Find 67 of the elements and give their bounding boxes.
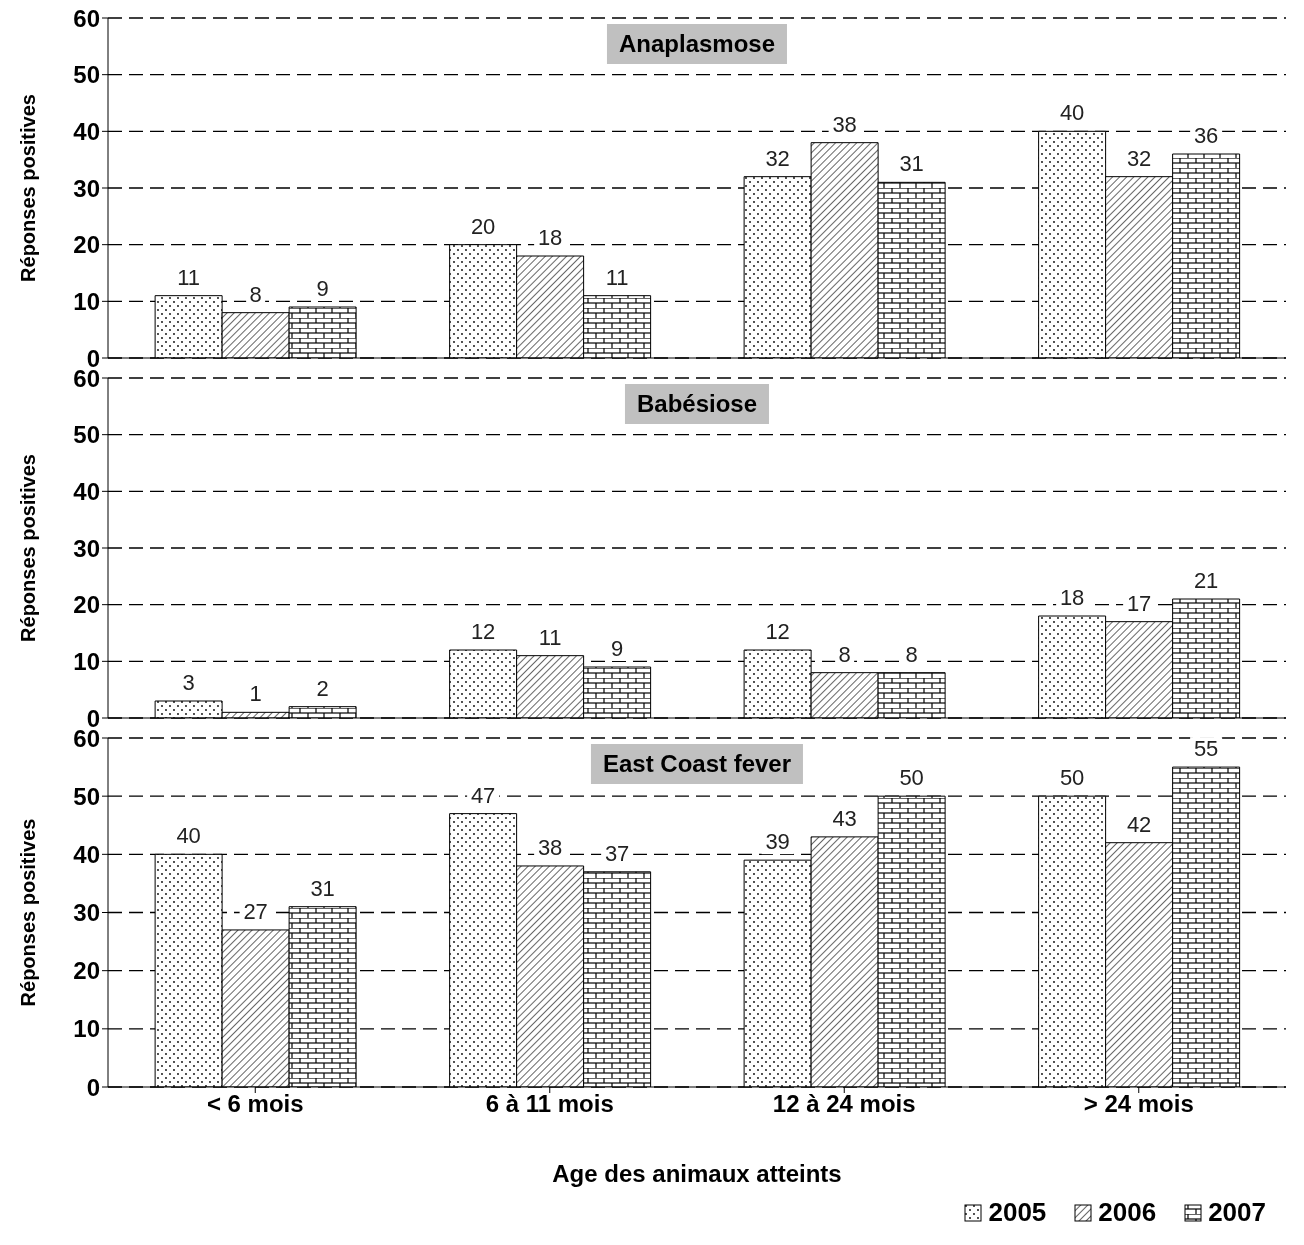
y-tick-label: 40 (73, 477, 100, 505)
data-label: 43 (832, 805, 857, 831)
data-label: 32 (1126, 145, 1152, 171)
y-tick-label: 20 (73, 591, 100, 619)
data-label: 40 (1059, 100, 1085, 126)
y-tick-label: 10 (73, 287, 100, 315)
data-label: 18 (537, 225, 563, 250)
data-label: 47 (470, 782, 496, 808)
x-tick-label: 12 à 24 mois (772, 1090, 916, 1118)
x-tick-label: > 24 mois (1083, 1090, 1194, 1118)
y-axis-title: Réponses positives (17, 818, 40, 1007)
data-label: 38 (537, 834, 563, 860)
data-label: 1 (249, 681, 262, 707)
data-label: 18 (1059, 585, 1085, 610)
data-label: 8 (905, 641, 918, 667)
x-axis-title: Age des animaux atteints (552, 1160, 842, 1187)
data-label: 27 (243, 898, 268, 924)
legend-label: 2006 (1097, 1197, 1157, 1228)
data-label: 3 (182, 670, 195, 695)
data-label: 42 (1126, 811, 1152, 837)
data-label: 21 (1193, 568, 1219, 593)
y-tick-label: 50 (73, 782, 100, 810)
y-tick-label: 40 (73, 117, 100, 145)
data-label: 50 (1059, 765, 1085, 791)
data-label: 11 (538, 624, 562, 650)
text: Anaplasmose (606, 24, 788, 64)
data-label: 8 (838, 641, 851, 667)
y-tick-label: 20 (73, 957, 100, 985)
data-label: 11 (177, 264, 201, 290)
data-label: 36 (1193, 123, 1219, 148)
y-axis-title: Réponses positives (17, 454, 40, 642)
data-label: 2 (316, 675, 329, 701)
data-label: 8 (249, 281, 262, 307)
data-label: 38 (832, 111, 857, 137)
text: Babésiose (624, 384, 770, 424)
data-label: 12 (470, 619, 496, 644)
data-label: 9 (316, 276, 329, 301)
y-tick-label: 30 (73, 174, 100, 202)
data-label: 39 (765, 829, 790, 855)
data-label: 31 (899, 151, 924, 177)
data-label: 40 (176, 823, 201, 849)
y-axis-title: Réponses positives (17, 94, 40, 282)
y-tick-label: 30 (73, 899, 100, 927)
data-label: 55 (1193, 736, 1219, 762)
data-label: 32 (765, 145, 790, 171)
y-tick-label: 50 (73, 421, 100, 449)
y-tick-label: 30 (73, 534, 100, 562)
data-label: 37 (604, 840, 630, 866)
x-tick-label: < 6 mois (206, 1090, 304, 1118)
y-tick-label: 40 (73, 840, 100, 868)
legend-label: 2007 (1207, 1197, 1266, 1228)
y-tick-label: 60 (73, 4, 100, 32)
y-tick-label: 10 (73, 1015, 100, 1043)
y-tick-label: 0 (86, 1073, 100, 1101)
y-tick-label: 10 (73, 647, 100, 675)
data-label: 11 (605, 264, 629, 290)
data-label: 20 (470, 213, 496, 239)
legend-label: 2005 (987, 1197, 1047, 1228)
text: East Coast fever (590, 744, 804, 784)
y-tick-label: 50 (73, 61, 100, 89)
data-label: 50 (899, 765, 924, 791)
y-tick-label: 20 (73, 231, 100, 259)
data-label: 17 (1126, 590, 1152, 616)
x-tick-label: 6 à 11 mois (485, 1090, 614, 1118)
data-label: 9 (610, 636, 624, 661)
data-label: 12 (765, 619, 790, 644)
data-label: 31 (310, 875, 335, 901)
